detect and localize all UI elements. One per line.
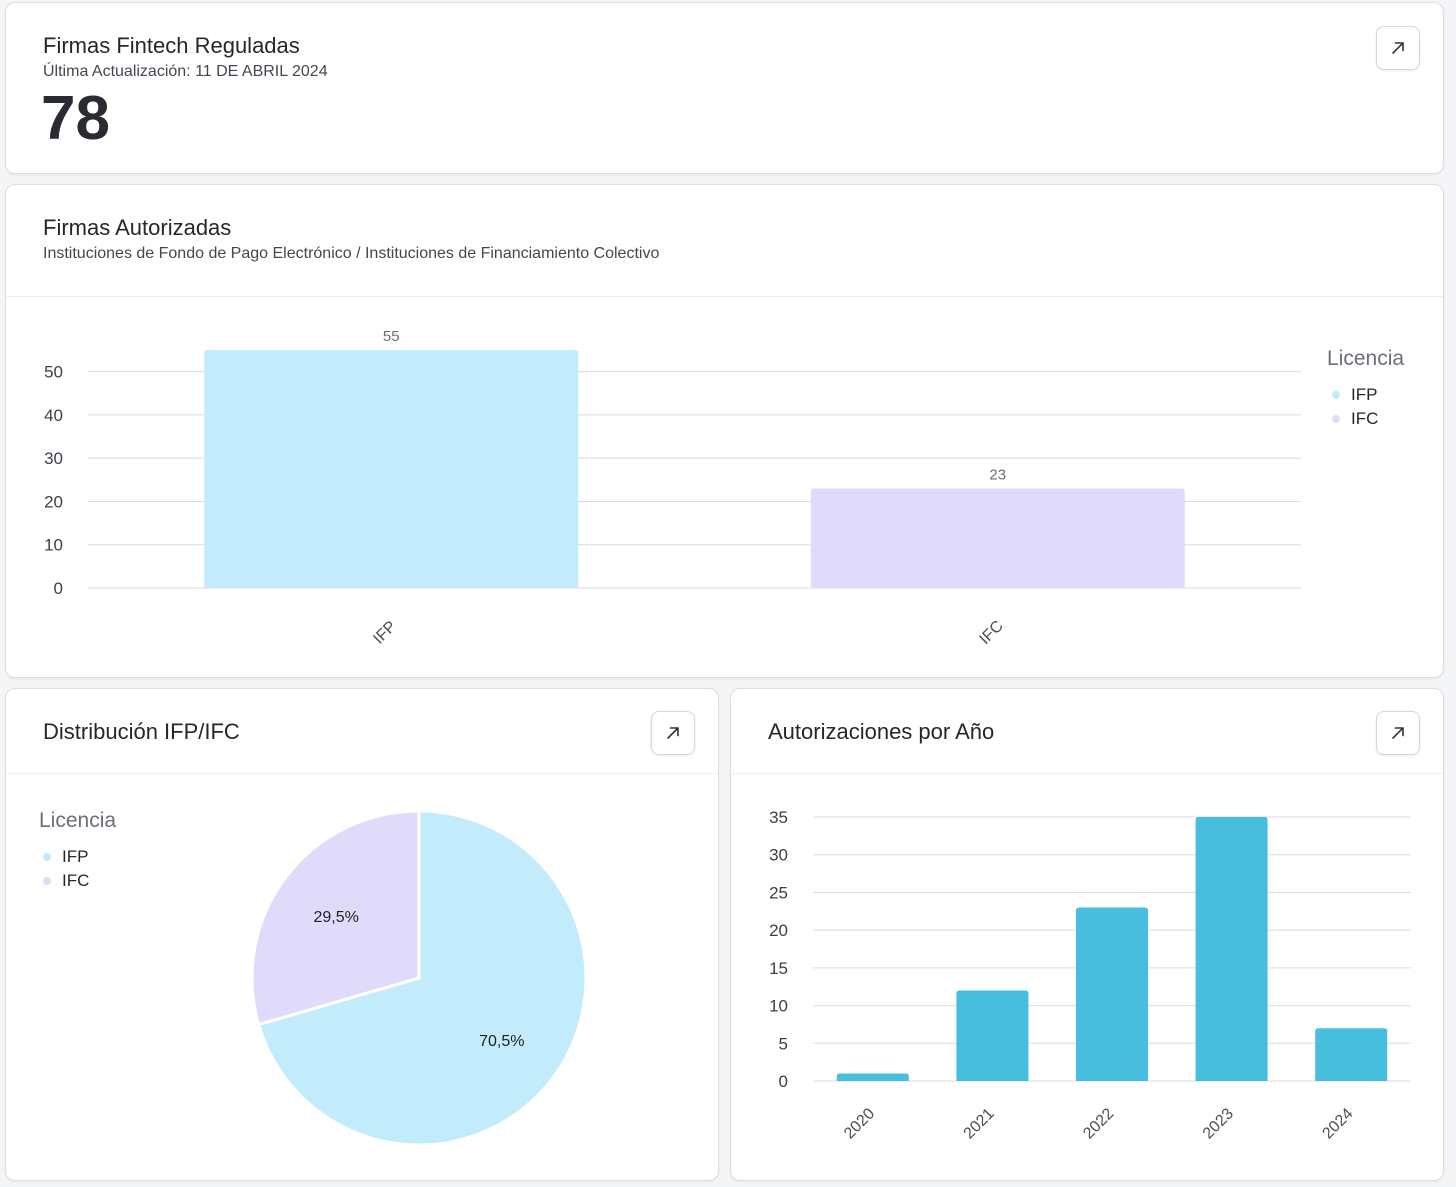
y-tick-label: 35 xyxy=(769,808,788,827)
y-tick-label: 30 xyxy=(769,846,788,865)
y-tick-label: 0 xyxy=(54,579,63,598)
distribution-card: Distribución IFP/IFC Licencia IFP IFC 70… xyxy=(5,688,719,1181)
y-tick-label: 20 xyxy=(44,492,63,511)
legend-label-ifc: IFC xyxy=(62,871,90,890)
arrow-up-right-icon xyxy=(1392,42,1404,54)
data-label: 55 xyxy=(383,328,400,345)
x-tick-label: IFC xyxy=(976,618,1006,648)
arrow-up-right-icon xyxy=(1392,727,1404,739)
last-updated-text: Última Actualización: 11 DE ABRIL 2024 xyxy=(43,63,328,80)
summary-card: Firmas Fintech Reguladas Última Actualiz… xyxy=(5,2,1444,174)
x-tick-label: 2021 xyxy=(961,1105,998,1142)
legend-title: Licencia xyxy=(39,809,117,832)
bar-2022[interactable] xyxy=(1076,907,1148,1081)
x-tick-label: 2020 xyxy=(841,1105,878,1142)
distribution-pie-chart: 70,5% 29,5% xyxy=(250,809,588,1147)
distribution-title: Distribución IFP/IFC xyxy=(43,719,240,744)
summary-title: Firmas Fintech Reguladas xyxy=(43,33,300,58)
bar-2023[interactable] xyxy=(1195,817,1268,1081)
legend-dot-ifp xyxy=(43,853,51,861)
yearly-card: Autorizaciones por Año 0 5 10 15 20 25 30 35 202… xyxy=(730,688,1444,1181)
authorized-bar-chart: 0 10 20 30 40 50 55 IFP 23 IFC xyxy=(44,328,1301,648)
bar-2020[interactable] xyxy=(836,1073,909,1081)
pie-slice-ifc[interactable] xyxy=(250,809,421,1027)
yearly-title: Autorizaciones por Año xyxy=(768,719,995,744)
y-tick-label: 40 xyxy=(44,406,63,425)
bar-2021[interactable] xyxy=(956,990,1029,1081)
legend-title: Licencia xyxy=(1327,347,1405,370)
legend-item-ifc: IFC xyxy=(43,871,89,891)
legend-label-ifp: IFP xyxy=(62,847,89,866)
legend-item-ifp: IFP xyxy=(1332,385,1377,405)
arrow-up-right-icon xyxy=(667,727,679,739)
pie-data-label: 29,5% xyxy=(314,909,359,926)
y-tick-label: 0 xyxy=(779,1072,788,1091)
y-tick-label: 50 xyxy=(44,363,63,382)
data-label: 23 xyxy=(989,466,1006,483)
authorized-firms-card: Firmas Autorizadas Instituciones de Fond… xyxy=(5,184,1444,678)
expand-button[interactable] xyxy=(1376,711,1420,755)
pie-slice-ifp[interactable] xyxy=(257,809,588,1147)
expand-button[interactable] xyxy=(1376,26,1420,70)
authorized-title: Firmas Autorizadas xyxy=(43,215,232,240)
bar-ifp[interactable] xyxy=(204,350,579,588)
y-tick-label: 20 xyxy=(769,921,788,940)
regulated-firms-count: 78 xyxy=(41,84,110,153)
y-tick-label: 30 xyxy=(44,449,63,468)
card-divider xyxy=(6,773,718,774)
legend-dot-ifc xyxy=(43,877,51,885)
y-tick-label: 25 xyxy=(769,883,788,902)
legend-item-ifp: IFP xyxy=(43,847,88,867)
pie-data-label: 70,5% xyxy=(479,1033,524,1050)
yearly-bar-chart: 0 5 10 15 20 25 30 35 2020 2021 2022 2023 2024 xyxy=(769,808,1411,1142)
legend-label-ifp: IFP xyxy=(1351,385,1378,404)
y-tick-label: 5 xyxy=(779,1034,788,1053)
card-divider xyxy=(731,773,1443,774)
x-tick-label: IFP xyxy=(370,618,400,648)
card-divider xyxy=(6,296,1443,297)
bar-ifc[interactable] xyxy=(810,488,1185,588)
x-tick-label: 2023 xyxy=(1200,1105,1237,1142)
legend-dot-ifc xyxy=(1332,415,1340,423)
x-tick-label: 2022 xyxy=(1080,1105,1117,1142)
y-tick-label: 10 xyxy=(44,536,63,555)
legend-label-ifc: IFC xyxy=(1351,409,1379,428)
legend-item-ifc: IFC xyxy=(1332,409,1378,429)
bar-2024[interactable] xyxy=(1315,1028,1388,1081)
legend-dot-ifp xyxy=(1332,391,1340,399)
x-tick-label: 2024 xyxy=(1319,1105,1356,1142)
authorized-subtitle: Instituciones de Fondo de Pago Electróni… xyxy=(43,245,660,262)
y-tick-label: 10 xyxy=(769,997,788,1016)
y-tick-label: 15 xyxy=(769,959,788,978)
expand-button[interactable] xyxy=(651,711,695,755)
